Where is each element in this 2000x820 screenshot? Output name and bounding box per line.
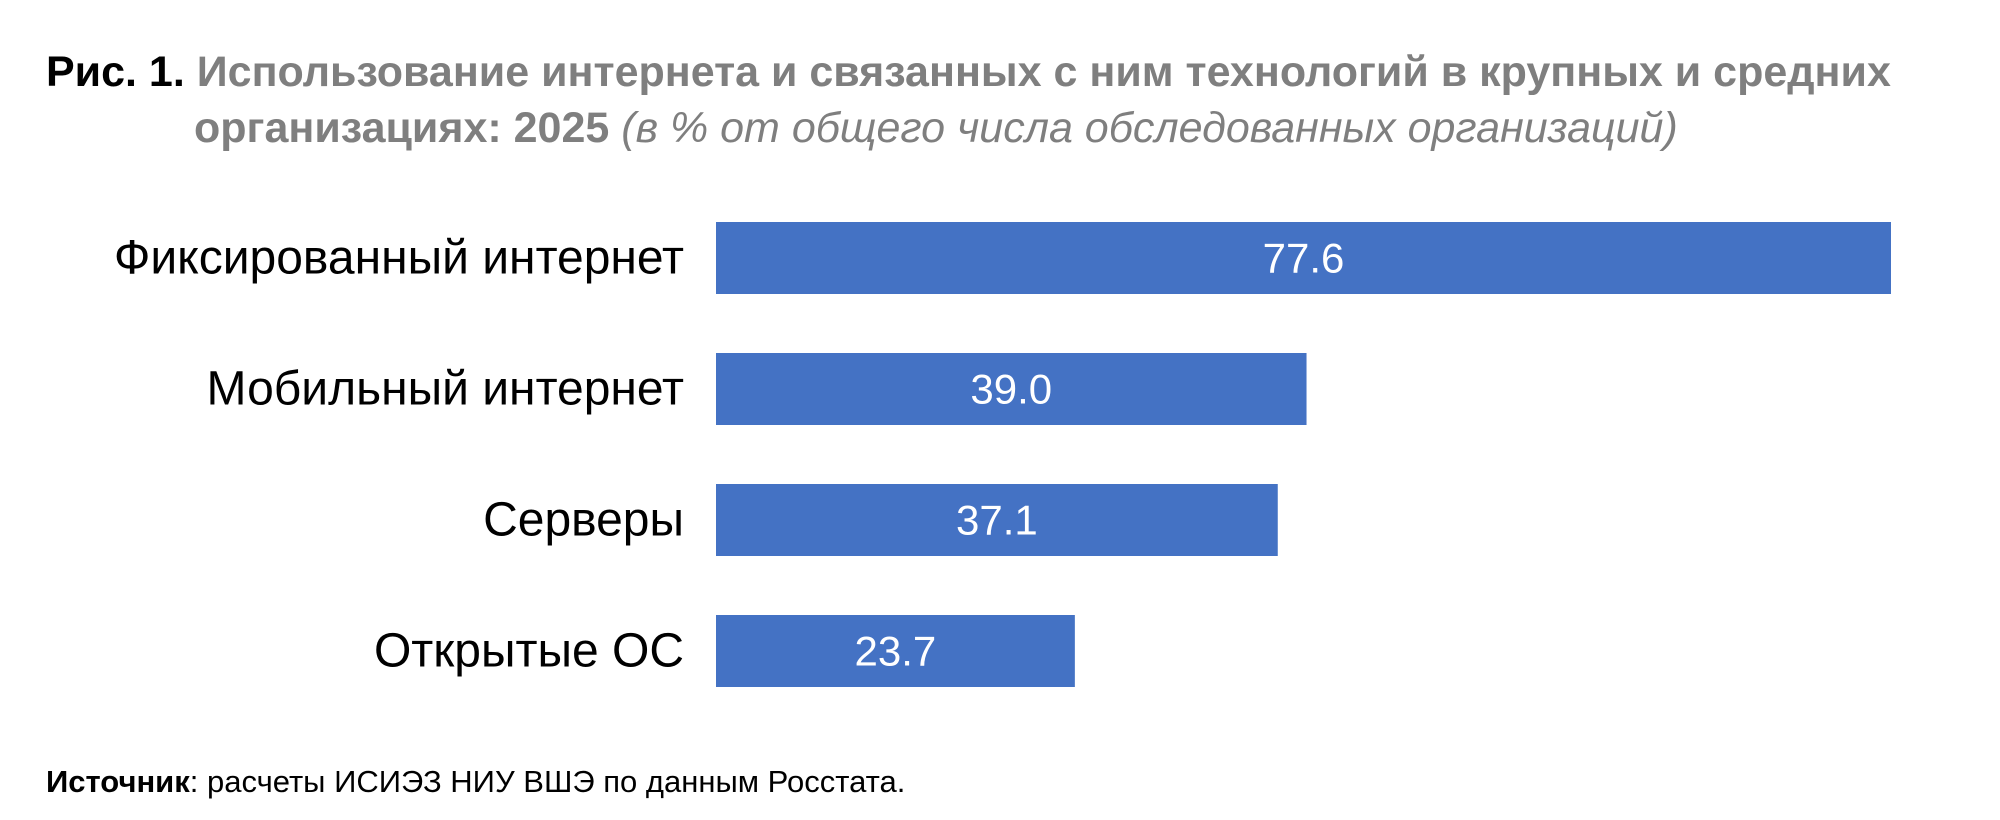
value-label-1: 77.6 [1263, 235, 1345, 282]
source-text: : расчеты ИСИЭЗ НИУ ВШЭ по данным Росста… [189, 764, 906, 799]
chart-title: Рис. 1. Использование интернета и связан… [46, 44, 1966, 156]
value-label-3: 37.1 [956, 497, 1038, 544]
figure-number: Рис. 1. [46, 48, 185, 96]
value-label-4: 23.7 [855, 628, 937, 675]
title-unit: (в % от общего числа обследованных орган… [621, 104, 1678, 152]
category-label-3: Серверы [483, 494, 684, 547]
bars-group: Фиксированный интернет 77.6 Мобильный инте… [114, 222, 1891, 687]
title-line-2-wrap: организациях: 2025 (в % от общего числа … [46, 100, 1966, 156]
bar-1 [716, 222, 1891, 294]
source-label: Источник [46, 764, 190, 799]
title-line-1: Использование интернета и связанных с ни… [196, 48, 1891, 96]
bar-2 [716, 353, 1307, 425]
category-label-2: Мобильный интернет [207, 363, 684, 416]
bar-4 [716, 615, 1075, 687]
title-line-2: организациях: 2025 [194, 104, 610, 152]
category-label-4: Открытые ОС [374, 625, 684, 678]
category-label-1: Фиксированный интернет [114, 232, 684, 285]
source-note: Источник: расчеты ИСИЭЗ НИУ ВШЭ по данны… [46, 762, 905, 802]
bar-3 [716, 484, 1278, 556]
value-label-2: 39.0 [970, 366, 1052, 413]
